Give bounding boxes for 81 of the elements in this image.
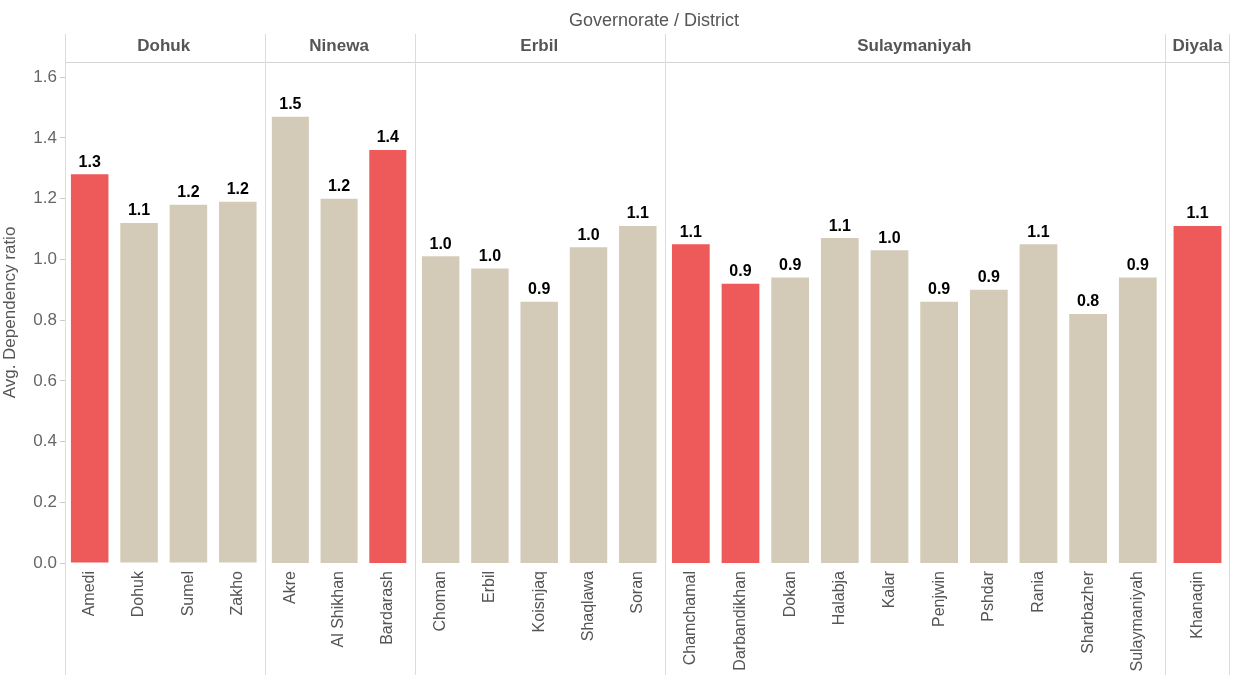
bar <box>120 222 158 563</box>
bar <box>1069 314 1108 563</box>
x-tick-label: Zakho <box>228 570 246 616</box>
x-tick-label: Soran <box>628 571 646 614</box>
bar <box>219 201 257 563</box>
bar <box>569 247 608 563</box>
data-label: 1.3 <box>78 152 101 170</box>
data-label: 1.1 <box>127 201 151 219</box>
data-label: 1.2 <box>327 177 351 195</box>
x-tick-label: Khanaqin <box>1187 571 1205 639</box>
data-label: 1.1 <box>828 216 852 234</box>
data-label: 1.2 <box>226 180 250 198</box>
bar <box>920 301 959 563</box>
chart-title: Sulaymaniyah <box>857 35 972 55</box>
data-label: 0.9 <box>928 280 951 298</box>
chart-title: Erbil <box>520 35 559 55</box>
x-tick-label: Pshdar <box>979 570 997 622</box>
bar <box>520 301 558 563</box>
bar <box>471 268 509 563</box>
chart-title: Diyala <box>1172 35 1224 55</box>
bar <box>1019 244 1058 563</box>
bar <box>70 174 109 563</box>
y-tick-label: 1.0 <box>33 249 57 269</box>
data-label: 0.8 <box>1077 292 1100 310</box>
data-label: 0.9 <box>1126 255 1150 273</box>
data-label: 0.9 <box>779 255 802 273</box>
y-tick-label: 0.0 <box>33 552 57 572</box>
y-tick-label: 1.2 <box>33 188 57 208</box>
data-label: 1.0 <box>577 225 600 243</box>
x-tick-label: Choman <box>431 571 449 632</box>
data-label: 1.4 <box>376 128 400 146</box>
data-label: 1.1 <box>679 222 703 240</box>
x-tick-label: Halabja <box>830 570 848 626</box>
data-label: 1.0 <box>429 234 452 252</box>
y-tick-label: 0.4 <box>33 431 57 451</box>
x-tick-label: Akre <box>280 570 298 604</box>
bar <box>421 256 460 563</box>
bar <box>771 277 810 563</box>
y-tick-label: 0.2 <box>33 491 57 511</box>
bar <box>671 244 710 563</box>
data-label: 1.1 <box>626 204 650 222</box>
data-label: 1.2 <box>177 183 200 201</box>
x-tick-label: Dokan <box>780 571 798 618</box>
y-tick-label: 0.8 <box>33 309 57 329</box>
x-tick-label: Erbil <box>480 571 498 604</box>
data-label: 1.1 <box>1027 222 1050 240</box>
x-tick-label: Kalar <box>879 570 897 609</box>
x-tick-label: Shaqlawa <box>578 570 596 642</box>
bar <box>969 289 1008 563</box>
y-tick-label: 0.6 <box>33 370 57 390</box>
text: Governorate / District <box>567 9 741 32</box>
x-tick-label: Dohuk <box>129 570 147 618</box>
data-label: 1.0 <box>478 246 502 264</box>
data-label: 0.9 <box>977 268 1001 286</box>
x-tick-label: Sumel <box>178 571 196 617</box>
data-label: 1.1 <box>1186 204 1209 222</box>
y-tick-label: 1.6 <box>33 66 57 86</box>
bar <box>721 283 760 563</box>
chart-title: Dohuk <box>137 35 191 55</box>
x-tick-label: Bardarash <box>378 571 396 645</box>
x-tick-label: Koisnjaq <box>529 571 547 633</box>
x-tick-label: Al Shikhan <box>329 571 347 648</box>
data-label: 1.5 <box>279 95 302 113</box>
x-tick-label: Sharbazher <box>1078 570 1096 654</box>
x-tick-label: Chamchamal <box>681 571 699 666</box>
x-tick-label: Amedi <box>80 571 98 617</box>
y-axis-title: Avg. Dependency ratio <box>0 226 19 399</box>
chart-title: Ninewa <box>309 35 370 55</box>
bar <box>870 250 909 563</box>
bar <box>1118 277 1157 563</box>
bar <box>169 204 208 563</box>
data-label: 1.0 <box>878 228 901 246</box>
data-label: 0.9 <box>729 262 752 280</box>
x-tick-label: Penjwin <box>929 571 947 628</box>
x-tick-label: Sulaymaniyah <box>1128 571 1146 672</box>
bar <box>820 238 859 563</box>
data-label: 0.9 <box>528 280 551 298</box>
bar <box>619 225 657 563</box>
x-tick-label: Darbandikhan <box>730 571 748 671</box>
y-tick-label: 1.4 <box>33 127 57 147</box>
x-tick-label: Rania <box>1028 570 1046 613</box>
